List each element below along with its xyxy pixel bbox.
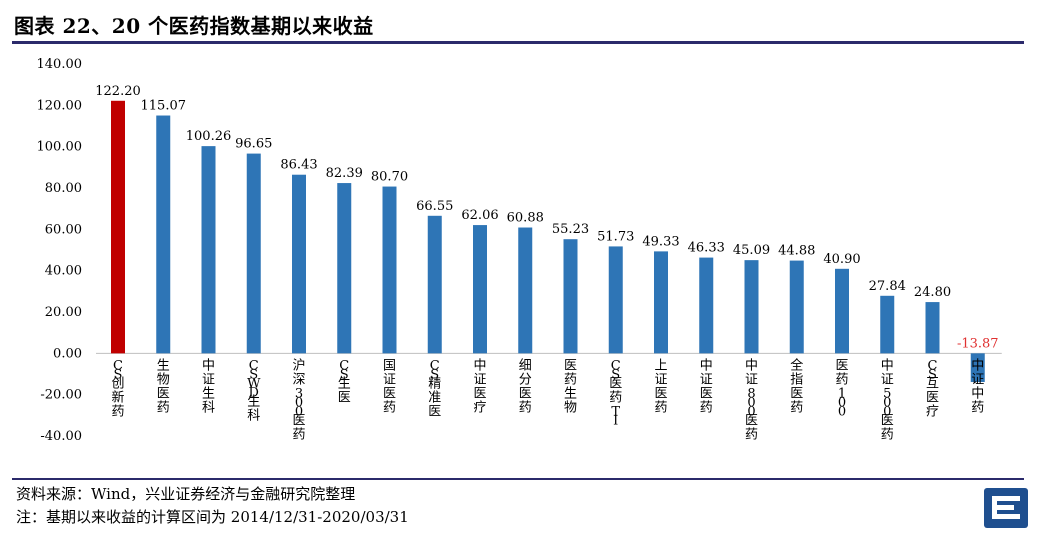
category-label: 上证医药 xyxy=(654,358,667,415)
category-label: C S 生医 xyxy=(338,358,351,405)
category-label: C S 医药 T I xyxy=(609,358,622,428)
y-tick-label: 140.00 xyxy=(37,57,83,72)
data-label: 27.84 xyxy=(869,279,906,294)
bar xyxy=(156,115,171,354)
y-tick-label: 100.00 xyxy=(37,140,83,155)
data-label: 122.20 xyxy=(95,84,141,99)
data-label: 115.07 xyxy=(141,99,187,114)
data-label: 24.80 xyxy=(914,285,951,300)
data-label: 96.65 xyxy=(235,137,272,152)
data-label: -13.87 xyxy=(957,336,999,351)
chart-title: 图表 22、20 个医药指数基期以来收益 xyxy=(14,14,374,38)
footer-rule xyxy=(12,478,1024,480)
data-label: 51.73 xyxy=(597,229,634,244)
data-label: 45.09 xyxy=(733,243,770,258)
bar xyxy=(337,183,352,354)
data-label: 82.39 xyxy=(326,166,363,181)
bar xyxy=(925,302,940,354)
bar xyxy=(246,153,261,354)
bar xyxy=(382,186,397,354)
y-tick-label: 120.00 xyxy=(37,98,83,113)
bar xyxy=(744,260,759,354)
data-label: 66.55 xyxy=(416,199,453,214)
y-tick-label: -20.00 xyxy=(40,388,82,403)
category-label: 医药 1 0 0 xyxy=(835,358,848,419)
bar xyxy=(563,239,578,354)
y-tick-label: 40.00 xyxy=(45,264,82,279)
y-tick-label: 80.00 xyxy=(45,181,82,196)
y-tick-label: 20.00 xyxy=(45,305,82,320)
category-label: 中证 8 0 0 医药 xyxy=(745,358,758,442)
bar xyxy=(292,174,306,354)
data-label: 40.90 xyxy=(823,252,860,267)
data-label: 100.26 xyxy=(186,129,232,144)
data-label: 44.88 xyxy=(778,244,815,259)
data-label: 49.33 xyxy=(642,234,679,249)
data-label: 62.06 xyxy=(461,208,498,223)
bar xyxy=(518,227,533,354)
category-label: 中证生科 xyxy=(202,358,215,415)
title-rule xyxy=(12,41,1024,44)
category-label: 国证医药 xyxy=(383,358,396,415)
category-label: C S 互医疗 xyxy=(926,358,939,419)
category-label: C S W D 生科 xyxy=(247,358,261,423)
bar xyxy=(608,246,623,354)
data-label: 55.23 xyxy=(552,222,589,237)
bar xyxy=(201,146,216,354)
category-label: 中证 5 0 0 医药 xyxy=(881,358,894,442)
source-note: 资料来源：Wind，兴业证券经济与金融研究院整理 xyxy=(16,485,356,503)
category-label: 中证中药 xyxy=(971,358,984,415)
bar xyxy=(789,260,804,354)
data-label: 46.33 xyxy=(688,241,725,256)
period-note: 注：基期以来收益的计算区间为 2014/12/31-2020/03/31 xyxy=(16,508,409,526)
category-label: C S 创新药 xyxy=(111,358,124,419)
bar-chart: -40.00 -20.00 0.00 20.00 40.00 60.00 80.00 100.… xyxy=(37,57,1002,444)
category-label: 医药生物 xyxy=(564,358,577,415)
bar xyxy=(427,215,442,354)
bar xyxy=(835,268,849,354)
category-label: 中证医药 xyxy=(700,358,713,415)
y-tick-label: 0.00 xyxy=(53,346,82,361)
data-label: 80.70 xyxy=(371,170,408,185)
category-label: C S 精准医 xyxy=(428,358,441,419)
category-label: 全指医药 xyxy=(790,357,803,415)
bar xyxy=(970,353,985,382)
bar xyxy=(880,295,895,354)
bar xyxy=(473,225,487,354)
data-label: 86.43 xyxy=(280,158,317,173)
y-tick-label: -40.00 xyxy=(40,429,82,444)
data-label: 60.88 xyxy=(507,211,544,226)
bar xyxy=(654,251,668,354)
category-label: 细分医药 xyxy=(519,358,532,415)
category-label: 生物医药 xyxy=(157,358,170,415)
bar xyxy=(111,100,125,354)
bar xyxy=(699,257,714,354)
y-tick-label: 60.00 xyxy=(45,222,82,237)
company-logo xyxy=(984,488,1028,528)
category-label: 沪深 3 0 0 医药 xyxy=(292,357,305,442)
category-label: 中证医疗 xyxy=(473,358,486,415)
